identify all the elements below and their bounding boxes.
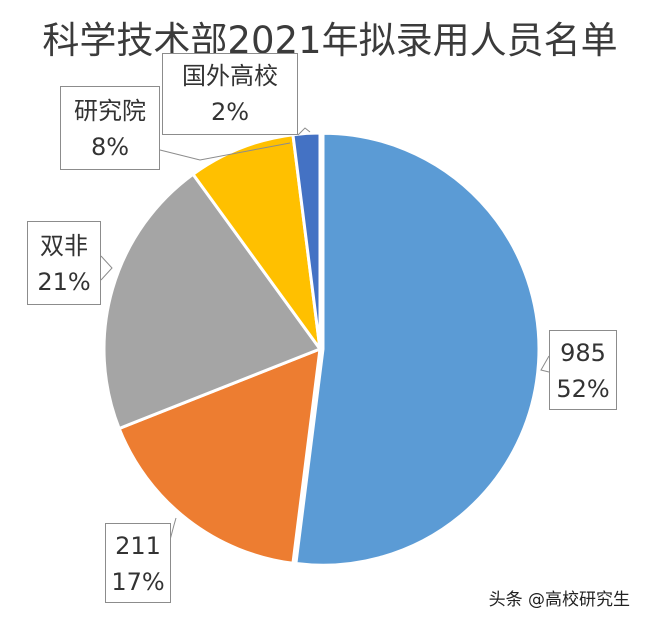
label-211: 211 17% bbox=[105, 523, 171, 603]
chart-title: 科学技术部2021年拟录用人员名单 bbox=[42, 19, 618, 62]
leader-line bbox=[169, 517, 177, 541]
label-shuangfei: 双非 21% bbox=[27, 221, 101, 305]
leader-line bbox=[297, 127, 311, 136]
watermark: 头条 @高校研究生 bbox=[488, 590, 630, 610]
label-overseas-university: 国外高校 2% bbox=[162, 53, 298, 135]
pie-slice-985 bbox=[294, 131, 541, 567]
leader-line bbox=[159, 142, 291, 161]
leader-line bbox=[100, 255, 113, 281]
pie-slice-双非 bbox=[102, 172, 323, 431]
label-985: 985 52% bbox=[549, 330, 617, 410]
pie-slice-211 bbox=[117, 346, 322, 565]
label-research-institute: 研究院 8% bbox=[60, 86, 160, 170]
leader-line bbox=[540, 355, 550, 373]
pie-slice-研究院 bbox=[190, 133, 322, 350]
